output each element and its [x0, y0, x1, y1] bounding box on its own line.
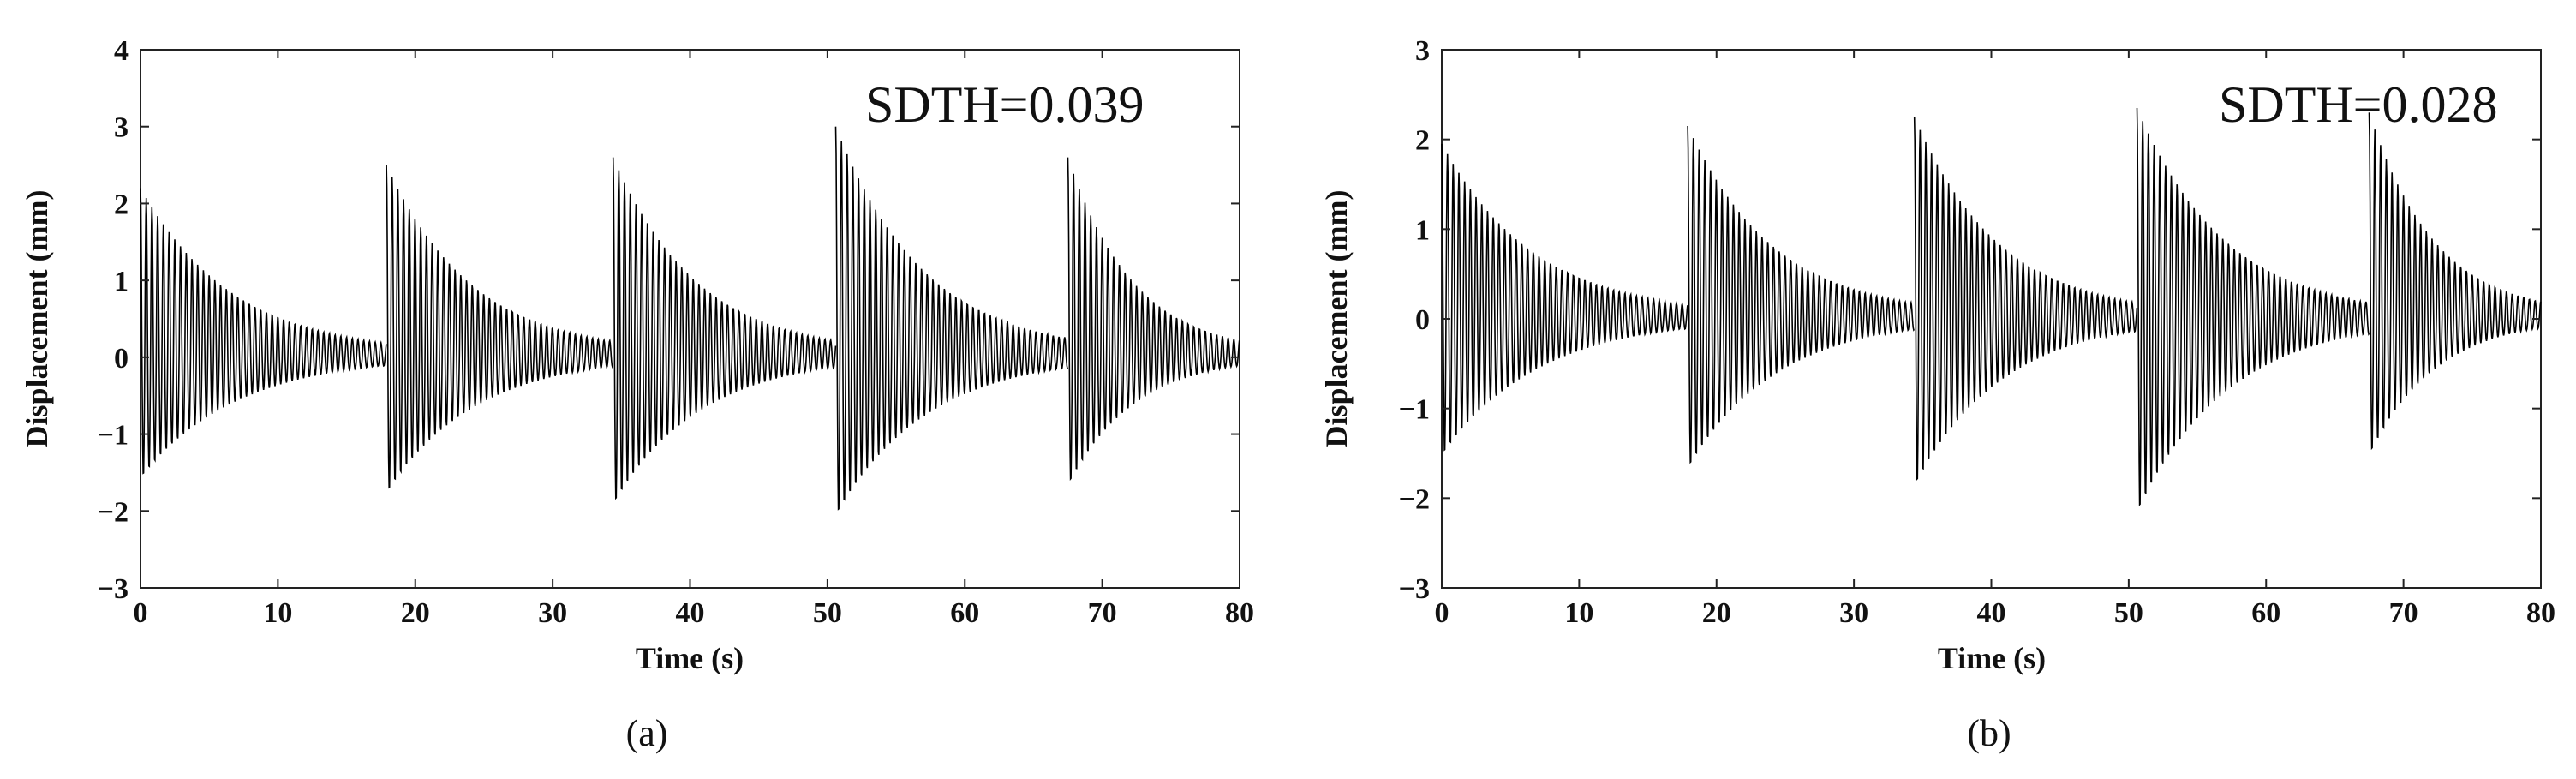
x-tick-label: 80 [2526, 597, 2555, 629]
signal-burst-4 [834, 126, 1069, 511]
panel-b-signal [1441, 107, 2542, 506]
signal-burst-5 [2368, 112, 2542, 451]
y-tick-label: −3 [98, 573, 129, 605]
x-tick-label: 40 [1977, 597, 2006, 629]
y-tick-label: 0 [114, 343, 129, 375]
x-tick-label: 80 [1225, 597, 1254, 629]
y-tick-label: −3 [1399, 573, 1430, 605]
signal-burst-3 [612, 157, 837, 500]
panel-a-annotation: SDTH=0.039 [865, 76, 1145, 133]
x-tick-label: 60 [950, 597, 979, 629]
y-tick-label: 3 [1415, 35, 1430, 67]
panel-a-signal [140, 126, 1240, 511]
y-tick-label: −1 [1399, 394, 1430, 426]
panel-b-x-ticks: 0 10 20 30 40 50 60 70 80 [1435, 50, 2555, 629]
x-tick-label: 50 [2114, 597, 2143, 629]
y-tick-label: 1 [114, 266, 129, 297]
x-tick-label: 0 [1435, 597, 1449, 629]
signal-burst-1 [1441, 143, 1688, 452]
signal-burst-2 [1687, 125, 1916, 464]
y-tick-label: 2 [114, 189, 129, 220]
x-tick-label: 10 [1564, 597, 1593, 629]
panel-b-caption: (b) [1967, 712, 2011, 754]
y-tick-label: −2 [1399, 483, 1430, 515]
y-tick-label: 0 [1415, 304, 1430, 336]
x-tick-label: 20 [401, 597, 430, 629]
y-tick-label: 2 [1415, 125, 1430, 157]
y-tick-label: 4 [114, 35, 129, 67]
x-tick-label: 60 [2251, 597, 2280, 629]
x-tick-label: 30 [538, 597, 567, 629]
panel-b-annotation: SDTH=0.028 [2219, 76, 2498, 133]
panel-a-x-ticks: 0 10 20 30 40 50 60 70 80 [134, 50, 1254, 629]
y-tick-label: −1 [98, 420, 129, 452]
panel-a-y-axis-label: Displacement (mm) [20, 190, 54, 448]
y-tick-label: −2 [98, 496, 129, 528]
signal-burst-3 [1913, 117, 2138, 481]
x-tick-label: 50 [813, 597, 842, 629]
panel-b-y-axis-label: Displacement (mm) [1319, 190, 1354, 448]
signal-burst-1 [140, 188, 387, 475]
x-tick-label: 20 [1702, 597, 1731, 629]
x-tick-label: 30 [1839, 597, 1868, 629]
x-tick-label: 40 [676, 597, 705, 629]
panel-b-y-ticks: 3 2 1 0 −1 −2 −3 [1399, 35, 2541, 605]
signal-burst-4 [2136, 107, 2370, 506]
y-tick-label: 3 [114, 112, 129, 144]
x-tick-label: 10 [263, 597, 292, 629]
panel-a-y-ticks: 4 3 2 1 0 −1 −2 −3 [98, 35, 1240, 605]
signal-burst-5 [1067, 157, 1240, 481]
signal-burst-2 [386, 165, 614, 489]
x-tick-label: 70 [2389, 597, 2418, 629]
panel-b-x-axis-label: Time (s) [1938, 641, 2046, 675]
panel-a-x-axis-label: Time (s) [636, 641, 744, 675]
x-tick-label: 70 [1088, 597, 1117, 629]
x-tick-label: 0 [134, 597, 148, 629]
y-tick-label: 1 [1415, 214, 1430, 246]
panel-a-caption: (a) [626, 712, 668, 754]
